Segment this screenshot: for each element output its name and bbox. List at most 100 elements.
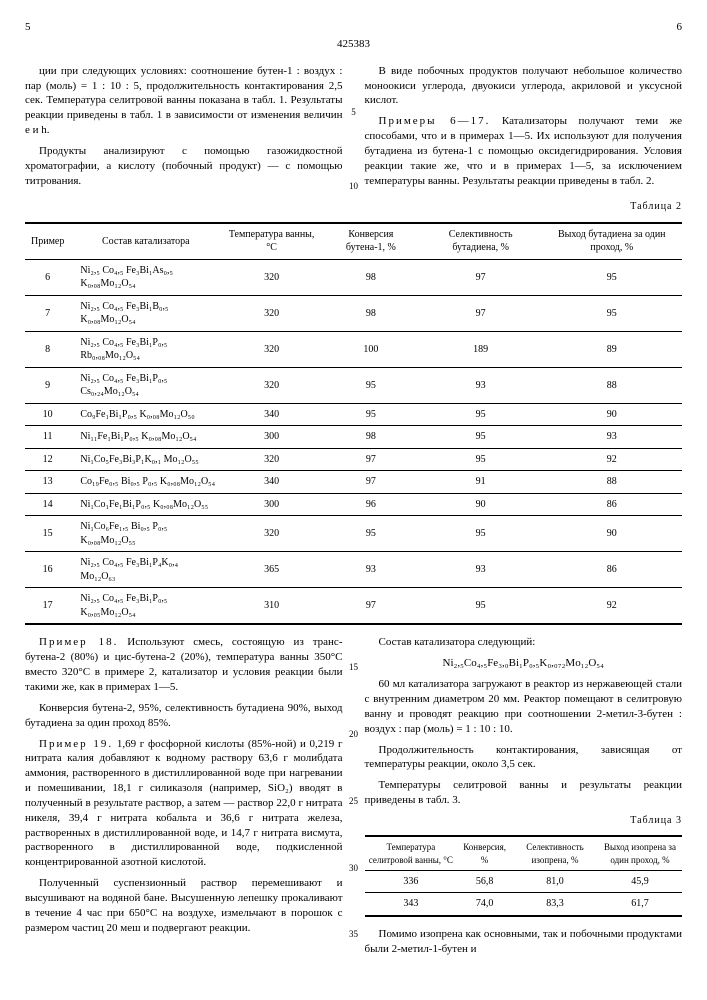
table-row: 15Ni₁Co₆Fe₁,₅ Bi₀,₅ P₀,₅ K₀,₀₈Mo₁₂O₅₅320… xyxy=(25,516,682,552)
cell: 83,3 xyxy=(512,893,598,916)
cell: 56,8 xyxy=(457,870,512,893)
cell: 88 xyxy=(542,471,682,494)
cell: 189 xyxy=(420,331,542,367)
cell: 16 xyxy=(25,552,70,588)
table-row: 8Ni₂,₅ Co₄,₅ Fe₃Bi₁P₀,₅ Rb₀,₀₈Mo₁₂O₅₄320… xyxy=(25,331,682,367)
cell: Ni₁₁Fe₁Bi₁P₀,₅ K₀,₀₈Mo₁₂O₅₄ xyxy=(70,426,221,449)
th: Выход изопрена за один проход, % xyxy=(598,836,682,870)
cell: 343 xyxy=(365,893,458,916)
top-col-right: В виде побочных продуктов получают небол… xyxy=(365,64,683,195)
cell: 11 xyxy=(25,426,70,449)
table-row: 14Ni₁Co₁Fe₁Bi₁P₀,₅ K₀,₀₈Mo₁₂O₅₅300969086 xyxy=(25,493,682,516)
th: Состав катализатора xyxy=(70,223,221,260)
cell: 320 xyxy=(221,331,322,367)
cell: 92 xyxy=(542,448,682,471)
catalyst-formula: Ni₂,₅Co₄,₅Fe₃,₀Bi₁P₀,₅K₀,₀₇₂Mo₁₂O₅₄ xyxy=(365,656,683,671)
line-num: 20 xyxy=(347,728,361,740)
cell: 95 xyxy=(542,295,682,331)
table-row: 10Co₉Fe₁Bi₁P₀,₅ K₀,₀₈Mo₁₂O₅₀340959590 xyxy=(25,403,682,426)
cell: Ni₁Co₁Fe₁Bi₁P₀,₅ K₀,₀₈Mo₁₂O₅₅ xyxy=(70,493,221,516)
th: Селективность бутадиена, % xyxy=(420,223,542,260)
cell: 10 xyxy=(25,403,70,426)
cell: 340 xyxy=(221,471,322,494)
document-number: 425383 xyxy=(25,37,682,52)
example-lead: Пример 19. xyxy=(39,738,113,750)
cell: 91 xyxy=(420,471,542,494)
cell: Ni₁Co₅Fe₃Bi₃P₁K₀,₁ Mo₁₂O₅₅ xyxy=(70,448,221,471)
table3-header-row: Температура селитровой ванны, °C Конверс… xyxy=(365,836,683,870)
cell: Ni₂,₅ Co₄,₅ Fe₃Bi₁P₀,₅ Rb₀,₀₈Mo₁₂O₅₄ xyxy=(70,331,221,367)
cell: 320 xyxy=(221,367,322,403)
para: В виде побочных продуктов получают небол… xyxy=(365,64,683,109)
table-row: 9Ni₂,₅ Co₄,₅ Fe₃Bi₁P₀,₅ Cs₀,₂₄Mo₁₂O₅₄320… xyxy=(25,367,682,403)
cell: 93 xyxy=(420,367,542,403)
bottom-col-right: Состав катализатора следующий: Ni₂,₅Co₄,… xyxy=(365,635,683,962)
line-num: 15 xyxy=(347,661,361,673)
para: Продолжительность контактирования, завис… xyxy=(365,743,683,773)
cell: 96 xyxy=(322,493,420,516)
para: Пример 18. Используют смесь, состоящую и… xyxy=(25,635,343,694)
cell: 86 xyxy=(542,552,682,588)
th: Пример xyxy=(25,223,70,260)
para: Примеры 6—17. Катализаторы получают теми… xyxy=(365,114,683,188)
cell: 97 xyxy=(322,471,420,494)
top-columns: ции при следующих условиях: соотношение … xyxy=(25,64,682,195)
cell: 9 xyxy=(25,367,70,403)
table-row: 11Ni₁₁Fe₁Bi₁P₀,₅ K₀,₀₈Mo₁₂O₅₄300989593 xyxy=(25,426,682,449)
table-row: 13Co₁₉Fe₀,₅ Bi₀,₅ P₀,₅ K₀,₀₈Mo₁₂O₅₄34097… xyxy=(25,471,682,494)
page-num-right: 6 xyxy=(677,20,683,35)
cell: 61,7 xyxy=(598,893,682,916)
cell: 15 xyxy=(25,516,70,552)
cell: 90 xyxy=(542,516,682,552)
cell: 93 xyxy=(420,552,542,588)
table-row: 12Ni₁Co₅Fe₃Bi₃P₁K₀,₁ Mo₁₂O₅₅320979592 xyxy=(25,448,682,471)
cell: 95 xyxy=(420,448,542,471)
para: Помимо изопрена как основными, так и поб… xyxy=(365,927,683,957)
cell: 6 xyxy=(25,259,70,295)
cell: 88 xyxy=(542,367,682,403)
cell: 13 xyxy=(25,471,70,494)
table-row: 17Ni₂,₅ Co₄,₅ Fe₃Bi₁P₀,₅ K₀,₀₅Mo₁₂O₅₄310… xyxy=(25,588,682,625)
line-num: 35 xyxy=(347,928,361,940)
line-num: 5 xyxy=(347,106,361,118)
table-row: 34374,083,361,7 xyxy=(365,893,683,916)
cell: Ni₂,₅ Co₄,₅ Fe₃Bi₁P₀,₅ Cs₀,₂₄Mo₁₂O₅₄ xyxy=(70,367,221,403)
cell: 8 xyxy=(25,331,70,367)
para: Температуры селитровой ванны и результат… xyxy=(365,778,683,808)
th: Конверсия бутена-1, % xyxy=(322,223,420,260)
cell: 81,0 xyxy=(512,870,598,893)
cell: 89 xyxy=(542,331,682,367)
top-col-left: ции при следующих условиях: соотношение … xyxy=(25,64,343,195)
bottom-columns: Пример 18. Используют смесь, состоящую и… xyxy=(25,635,682,962)
cell: Co₁₉Fe₀,₅ Bi₀,₅ P₀,₅ K₀,₀₈Mo₁₂O₅₄ xyxy=(70,471,221,494)
cell: 92 xyxy=(542,588,682,625)
line-num: 30 xyxy=(347,862,361,874)
cell: 95 xyxy=(420,588,542,625)
th: Селективность изопрена, % xyxy=(512,836,598,870)
example-lead: Пример 18. xyxy=(39,636,118,648)
line-num: 10 xyxy=(347,180,361,192)
cell: 45,9 xyxy=(598,870,682,893)
cell: 320 xyxy=(221,295,322,331)
table2-label: Таблица 2 xyxy=(25,200,682,214)
bottom-col-left: Пример 18. Используют смесь, состоящую и… xyxy=(25,635,343,962)
cell: 300 xyxy=(221,426,322,449)
cell: 100 xyxy=(322,331,420,367)
table-row: 16Ni₂,₅ Co₄,₅ Fe₃Bi₁P₄K₀,₄ Mo₁₂O₆₃365939… xyxy=(25,552,682,588)
cell: 74,0 xyxy=(457,893,512,916)
cell: Ni₁Co₆Fe₁,₅ Bi₀,₅ P₀,₅ K₀,₀₈Mo₁₂O₅₅ xyxy=(70,516,221,552)
para-text: 1,69 г фосфорной кислоты (85%-ной) и 0,2… xyxy=(25,738,343,869)
para: Продукты анализируют с помощью газожидко… xyxy=(25,144,343,189)
cell: 95 xyxy=(322,516,420,552)
cell: 17 xyxy=(25,588,70,625)
example-lead: Примеры 6—17. xyxy=(379,115,491,127)
cell: Ni₂,₅ Co₄,₅ Fe₃Bi₁As₀,₅ K₀,₀₈Mo₁₂O₅₄ xyxy=(70,259,221,295)
table3: Температура селитровой ванны, °C Конверс… xyxy=(365,835,683,916)
cell: 95 xyxy=(542,259,682,295)
cell: 95 xyxy=(420,516,542,552)
th: Выход бутадиена за один проход, % xyxy=(542,223,682,260)
line-number-gutter: 5 10 xyxy=(347,64,361,195)
line-number-gutter: 15 20 25 30 35 xyxy=(347,635,361,962)
cell: 97 xyxy=(322,588,420,625)
table-row: 7Ni₂,₅ Co₄,₅ Fe₃Bi₁B₀,₅ K₀,₀₈Mo₁₂O₅₄3209… xyxy=(25,295,682,331)
